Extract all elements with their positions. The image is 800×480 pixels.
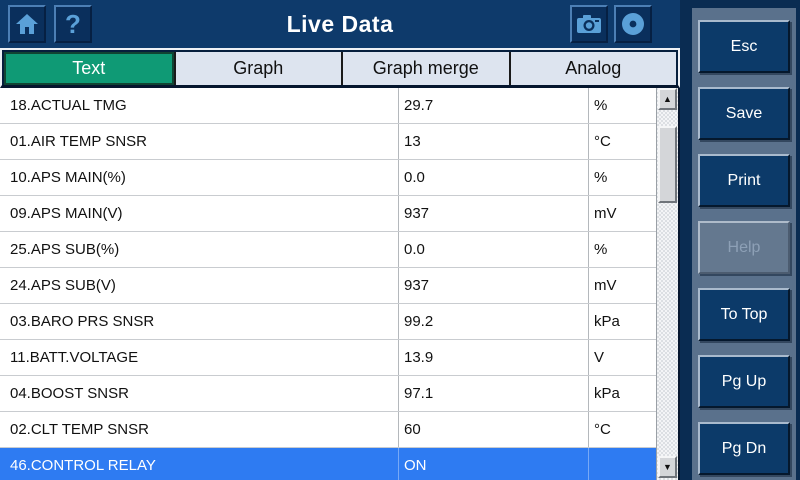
table-row[interactable]: 10.APS MAIN(%) 0.0 % <box>0 160 656 196</box>
content-area: Live Data ? <box>0 0 680 480</box>
parameter-name: 02.CLT TEMP SNSR <box>10 421 149 438</box>
parameter-unit: mV <box>588 268 656 303</box>
parameter-value: 0.0 <box>398 232 588 267</box>
tab-bar-frame: Text Graph Graph merge Analog <box>0 48 680 88</box>
live-data-table: 18.ACTUAL TMG 29.7 % 01.AIR TEMP SNSR 13… <box>0 88 680 480</box>
page-title: Live Data <box>286 10 394 37</box>
parameter-value: 29.7 <box>398 88 588 123</box>
screen-capture-button[interactable] <box>570 5 608 43</box>
help-button: Help <box>698 221 790 274</box>
record-button[interactable] <box>614 5 652 43</box>
table-row[interactable]: 01.AIR TEMP SNSR 13 °C <box>0 124 656 160</box>
table-row[interactable]: 11.BATT.VOLTAGE 13.9 V <box>0 340 656 376</box>
parameter-unit <box>588 448 656 480</box>
parameter-unit: V <box>588 340 656 375</box>
parameter-name: 09.APS MAIN(V) <box>10 205 123 222</box>
table-row[interactable]: 04.BOOST SNSR 97.1 kPa <box>0 376 656 412</box>
parameter-unit: % <box>588 88 656 123</box>
question-mark-icon: ? <box>65 9 81 39</box>
parameter-unit: kPa <box>588 304 656 339</box>
parameter-value: 937 <box>398 268 588 303</box>
parameter-name: 25.APS SUB(%) <box>10 241 120 258</box>
function-key-sidebar: Esc Save Print Help To Top Pg Up Pg Dn <box>680 0 800 480</box>
table-rows: 18.ACTUAL TMG 29.7 % 01.AIR TEMP SNSR 13… <box>0 88 656 480</box>
parameter-name: 04.BOOST SNSR <box>10 385 129 402</box>
scrollbar-thumb[interactable] <box>658 126 677 203</box>
pg-up-button[interactable]: Pg Up <box>698 355 790 408</box>
to-top-button[interactable]: To Top <box>698 288 790 341</box>
parameter-name: 46.CONTROL RELAY <box>10 457 156 474</box>
table-row[interactable]: 46.CONTROL RELAY ON <box>0 448 656 480</box>
table-row[interactable]: 24.APS SUB(V) 937 mV <box>0 268 656 304</box>
parameter-unit: °C <box>588 124 656 159</box>
vertical-scrollbar[interactable]: ▲ ▼ <box>656 88 678 480</box>
parameter-unit: % <box>588 160 656 195</box>
parameter-name: 18.ACTUAL TMG <box>10 97 127 114</box>
tab-analog[interactable]: Analog <box>508 52 676 85</box>
scroll-down-button[interactable]: ▼ <box>658 456 677 478</box>
tab-graph[interactable]: Graph <box>173 52 341 85</box>
parameter-value: 97.1 <box>398 376 588 411</box>
parameter-name: 11.BATT.VOLTAGE <box>10 349 139 366</box>
arrow-down-icon: ▼ <box>663 462 672 472</box>
parameter-value: 937 <box>398 196 588 231</box>
parameter-name: 10.APS MAIN(%) <box>10 169 126 186</box>
parameter-unit: °C <box>588 412 656 447</box>
pg-dn-button[interactable]: Pg Dn <box>698 422 790 475</box>
table-row[interactable]: 03.BARO PRS SNSR 99.2 kPa <box>0 304 656 340</box>
parameter-value: 13 <box>398 124 588 159</box>
table-row[interactable]: 18.ACTUAL TMG 29.7 % <box>0 88 656 124</box>
home-icon <box>15 13 39 35</box>
title-bar: Live Data ? <box>0 0 680 48</box>
arrow-up-icon: ▲ <box>663 94 672 104</box>
parameter-unit: kPa <box>588 376 656 411</box>
parameter-name: 01.AIR TEMP SNSR <box>10 133 147 150</box>
scroll-up-button[interactable]: ▲ <box>658 88 677 110</box>
tab-bar: Text Graph Graph merge Analog <box>4 52 676 85</box>
table-row[interactable]: 09.APS MAIN(V) 937 mV <box>0 196 656 232</box>
table-row[interactable]: 02.CLT TEMP SNSR 60 °C <box>0 412 656 448</box>
parameter-name: 24.APS SUB(V) <box>10 277 116 294</box>
parameter-value: 60 <box>398 412 588 447</box>
parameter-value: 99.2 <box>398 304 588 339</box>
help-button[interactable]: ? <box>54 5 92 43</box>
table-row[interactable]: 25.APS SUB(%) 0.0 % <box>0 232 656 268</box>
camera-icon <box>576 14 602 34</box>
parameter-unit: mV <box>588 196 656 231</box>
tab-text[interactable]: Text <box>4 52 174 85</box>
esc-button[interactable]: Esc <box>698 20 790 73</box>
parameter-value: ON <box>398 448 588 480</box>
record-disc-icon <box>620 11 646 37</box>
parameter-unit: % <box>588 232 656 267</box>
parameter-name: 03.BARO PRS SNSR <box>10 313 155 330</box>
parameter-value: 0.0 <box>398 160 588 195</box>
parameter-value: 13.9 <box>398 340 588 375</box>
home-button[interactable] <box>8 5 46 43</box>
print-button[interactable]: Print <box>698 154 790 207</box>
save-button[interactable]: Save <box>698 87 790 140</box>
tab-graph-merge[interactable]: Graph merge <box>341 52 509 85</box>
